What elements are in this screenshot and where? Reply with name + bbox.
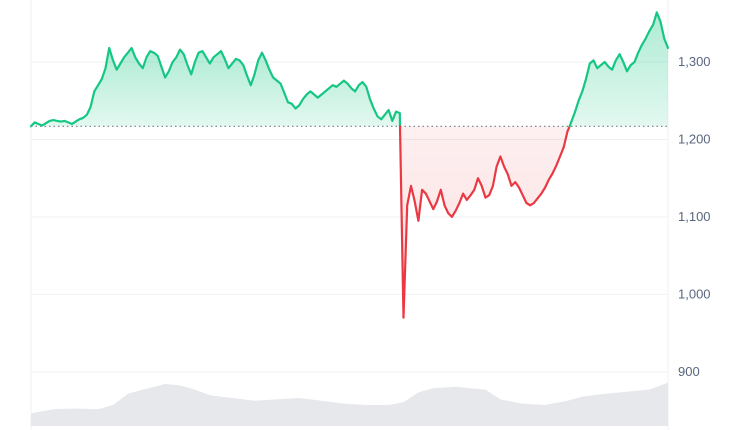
price-lines	[29, 11, 670, 319]
y-tick-label: 900	[678, 364, 700, 379]
area-above-baseline	[31, 48, 400, 127]
price-line-up	[568, 11, 670, 128]
price-line-up	[29, 46, 402, 128]
volume-area	[31, 382, 668, 426]
y-tick-label: 1,300	[678, 54, 711, 69]
price-areas	[31, 12, 668, 318]
price-line-down	[398, 125, 571, 319]
area-below-baseline	[400, 126, 570, 318]
y-tick-label: 1,000	[678, 286, 711, 301]
y-tick-label: 1,200	[678, 131, 711, 146]
y-tick-label: 1,100	[678, 209, 711, 224]
volume-area-shape	[31, 382, 668, 426]
area-above-baseline	[569, 12, 668, 127]
y-axis: 1,300 1,200 1,100 1,000 900	[678, 54, 711, 379]
